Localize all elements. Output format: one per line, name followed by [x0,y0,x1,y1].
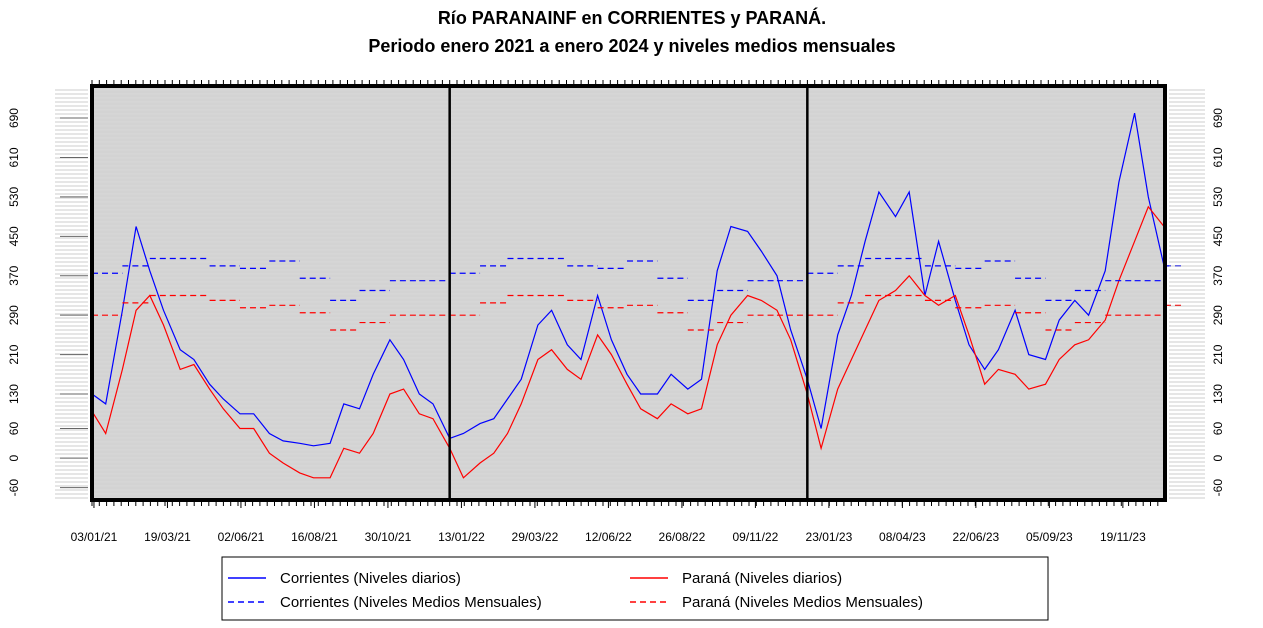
y-tick-label: 610 [7,147,21,167]
x-tick-label: 29/03/22 [512,530,559,544]
plot-area [92,86,1165,500]
y-tick-label: 60 [7,422,21,436]
chart-subtitle: Periodo enero 2021 a enero 2024 y nivele… [368,36,895,56]
y-tick-label: 290 [7,305,21,325]
x-tick-label: 09/11/22 [732,530,778,544]
x-tick-label: 30/10/21 [365,530,412,544]
legend-label: Paraná (Niveles Medios Mensuales) [682,594,923,611]
y-tick-label: 0 [7,454,21,461]
y2-tick-label: 290 [1211,305,1225,325]
y-tick-label: 370 [7,265,21,285]
x-tick-label: 03/01/21 [71,530,118,544]
y-tick-label: 690 [7,108,21,128]
y2-tick-label: -60 [1211,479,1225,497]
y-tick-label: 130 [7,384,21,404]
x-tick-label: 22/06/23 [953,530,1000,544]
y2-tick-label: 0 [1211,454,1225,461]
y2-tick-label: 60 [1211,422,1225,436]
y2-tick-label: 450 [1211,226,1225,246]
x-tick-label: 02/06/21 [218,530,265,544]
y2-tick-label: 610 [1211,147,1225,167]
x-tick-label: 16/08/21 [291,530,338,544]
y2-tick-label: 210 [1211,344,1225,364]
x-tick-label: 13/01/22 [438,530,485,544]
x-tick-label: 19/03/21 [144,530,191,544]
legend-label: Paraná (Niveles diarios) [682,570,842,587]
x-tick-label: 05/09/23 [1026,530,1073,544]
legend-box [221,556,1049,621]
x-tick-label: 12/06/22 [585,530,632,544]
daily-line [91,205,1165,479]
plot-frame [90,84,1167,502]
y-tick-label: 210 [7,344,21,364]
legend-label: Corrientes (Niveles diarios) [280,570,461,587]
x-tick-label: 08/04/23 [879,530,926,544]
y2-tick-label: 130 [1211,384,1225,404]
y2-tick-label: 690 [1211,108,1225,128]
y-tick-label: -60 [7,479,21,497]
legend-label: Corrientes (Niveles Medios Mensuales) [280,594,542,611]
y2-tick-label: 530 [1211,187,1225,207]
y2-tick-label: 370 [1211,265,1225,285]
x-tick-label: 19/11/23 [1100,530,1146,544]
y-tick-label: 530 [7,187,21,207]
daily-line [91,112,1165,447]
y-tick-label: 450 [7,226,21,246]
x-tick-label: 23/01/23 [806,530,853,544]
chart-title: Río PARANAINF en CORRIENTES y PARANÁ. [438,7,826,28]
plot-layer [91,89,1181,499]
x-tick-label: 26/08/22 [659,530,706,544]
